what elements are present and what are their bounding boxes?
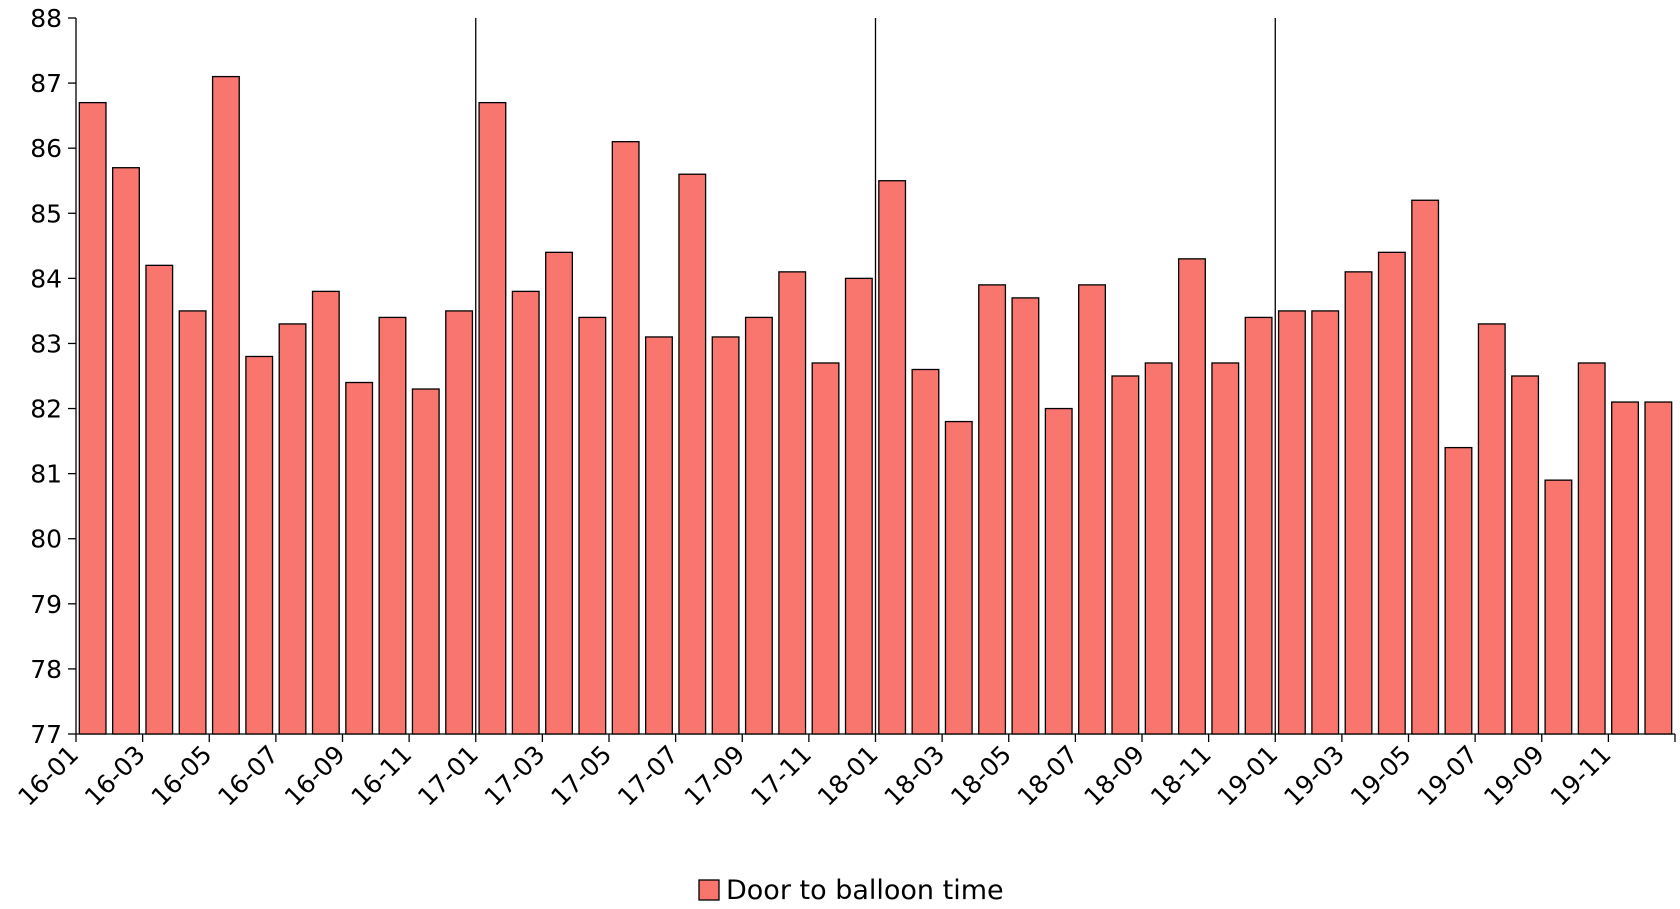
bar — [1577, 362, 1606, 735]
bar — [211, 75, 240, 735]
bar — [1544, 479, 1573, 735]
bar — [778, 271, 807, 735]
x-tick-label: 19-03 — [1278, 740, 1350, 812]
bar — [111, 167, 140, 735]
bar — [278, 323, 307, 735]
x-tick-label: 16-03 — [79, 740, 151, 812]
bar — [978, 284, 1007, 735]
x-tick-label: 17-01 — [412, 740, 484, 812]
bar — [1244, 316, 1273, 735]
bar — [545, 251, 574, 735]
bar — [644, 336, 673, 735]
bar — [345, 381, 374, 735]
legend-label: Door to balloon time — [726, 875, 1004, 906]
bar — [245, 355, 274, 735]
x-tick-label: 18-03 — [878, 740, 950, 812]
bar — [1277, 310, 1306, 735]
bar — [878, 180, 907, 735]
bars — [78, 75, 1673, 735]
bar — [1411, 199, 1440, 735]
bar — [1477, 323, 1506, 735]
bar — [1011, 297, 1040, 735]
bar — [1078, 284, 1107, 735]
bar — [611, 141, 640, 735]
bar — [1111, 375, 1140, 735]
y-axis: 77 78 79 80 81 82 83 84 85 86 87 88 — [30, 4, 77, 749]
bar — [711, 336, 740, 735]
bar — [78, 101, 107, 735]
bar — [1144, 362, 1173, 735]
x-tick-label: 16-09 — [279, 740, 351, 812]
x-tick-label: 18-07 — [1012, 740, 1084, 812]
x-tick-label: 17-07 — [612, 740, 684, 812]
legend: Door to balloon time — [698, 875, 1004, 906]
bar — [411, 388, 440, 735]
y-tick-label: 88 — [30, 4, 62, 33]
x-tick-label: 18-05 — [945, 740, 1017, 812]
bar — [811, 362, 840, 735]
bar — [378, 316, 407, 735]
x-tick-label: 18-01 — [812, 740, 884, 812]
bar — [844, 277, 873, 735]
x-axis: 16-0116-0316-0516-0716-0916-1117-0117-03… — [12, 733, 1676, 812]
y-tick-label: 79 — [30, 590, 62, 619]
x-tick-label: 19-11 — [1545, 740, 1617, 812]
x-tick-label: 16-05 — [146, 740, 218, 812]
year-separators — [475, 18, 1276, 734]
x-tick-label: 17-11 — [745, 740, 817, 812]
x-tick-label: 19-07 — [1411, 740, 1483, 812]
bar — [311, 290, 340, 735]
bar — [478, 101, 507, 735]
bar — [1644, 401, 1673, 735]
bar — [145, 264, 174, 735]
bar — [1444, 446, 1473, 735]
x-tick-label: 18-09 — [1078, 740, 1150, 812]
bar — [511, 290, 540, 735]
bar — [678, 173, 707, 735]
bar — [1344, 271, 1373, 735]
y-tick-label: 78 — [30, 655, 62, 684]
y-tick-label: 86 — [30, 134, 62, 163]
x-tick-label: 17-09 — [679, 740, 751, 812]
x-tick-label: 19-05 — [1345, 740, 1417, 812]
bar — [744, 316, 773, 735]
x-tick-label: 19-09 — [1478, 740, 1550, 812]
bar — [911, 368, 940, 735]
y-tick-label: 85 — [30, 199, 62, 228]
y-tick-label: 84 — [30, 264, 62, 293]
bar — [1044, 407, 1073, 735]
y-tick-label: 83 — [30, 329, 62, 358]
y-tick-label: 77 — [30, 720, 62, 749]
bar — [178, 310, 207, 735]
x-tick-label: 18-11 — [1145, 740, 1217, 812]
bar — [1611, 401, 1640, 735]
y-tick-label: 87 — [30, 69, 62, 98]
bar — [1377, 251, 1406, 735]
bar — [944, 420, 973, 735]
y-tick-label: 80 — [30, 525, 62, 554]
bar — [578, 316, 607, 735]
x-tick-label: 17-03 — [479, 740, 551, 812]
x-tick-label: 16-07 — [212, 740, 284, 812]
bar — [1177, 258, 1206, 735]
y-tick-label: 82 — [30, 395, 62, 424]
bar — [1311, 310, 1340, 735]
x-tick-label: 19-01 — [1212, 740, 1284, 812]
bar — [1211, 362, 1240, 735]
x-tick-label: 16-11 — [345, 740, 417, 812]
bar — [1511, 375, 1540, 735]
bar — [445, 310, 474, 735]
y-tick-label: 81 — [30, 460, 62, 489]
x-tick-label: 17-05 — [545, 740, 617, 812]
x-tick-label: 16-01 — [12, 740, 84, 812]
legend-swatch — [698, 879, 720, 901]
